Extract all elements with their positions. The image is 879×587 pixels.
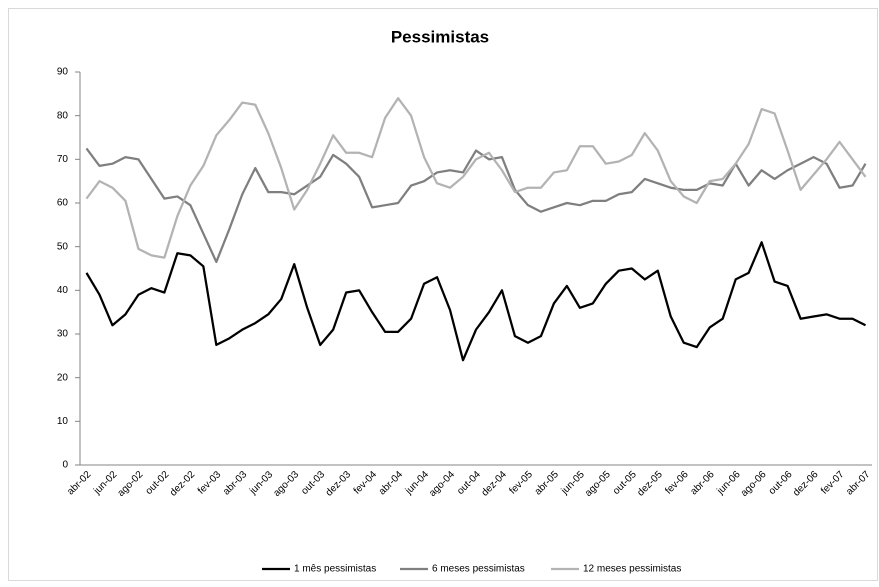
legend-label: 6 meses pessimistas [432,564,525,575]
y-tick-label: 70 [57,154,69,165]
legend-label: 1 mês pessimistas [294,564,376,575]
y-tick-label: 30 [57,329,69,340]
chart-title: Pessimistas [391,27,489,46]
y-tick-label: 0 [62,460,68,471]
series-line [85,97,867,259]
y-tick-label: 20 [57,372,69,383]
y-tick-label: 80 [57,110,69,121]
legend-label: 12 meses pessimistas [583,564,681,575]
y-tick-label: 50 [57,241,69,252]
y-tick-label: 10 [57,416,69,427]
y-tick-label: 40 [57,285,69,296]
y-tick-label: 60 [57,198,69,209]
y-tick-label: 90 [57,67,69,78]
series-line [85,241,867,362]
